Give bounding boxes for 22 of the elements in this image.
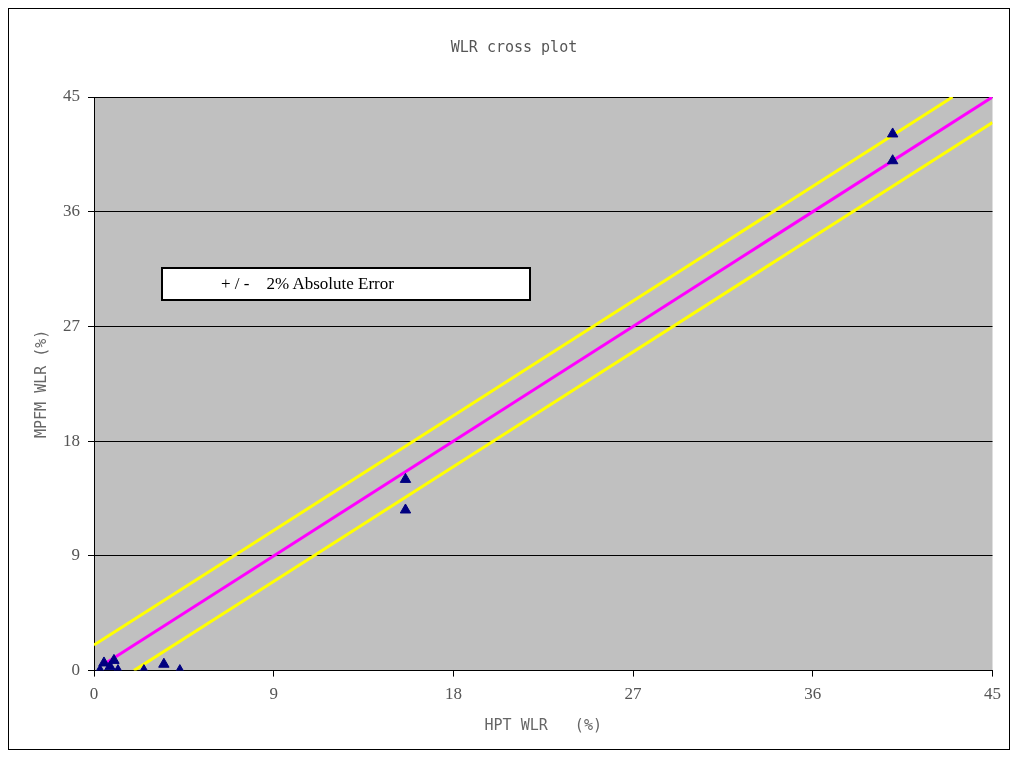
x-tick-label: 27: [624, 684, 643, 704]
y-tick-label: 36: [63, 201, 80, 221]
point: [886, 127, 899, 138]
y-tick-label: 18: [63, 430, 80, 450]
y-tick-label: 0: [71, 660, 80, 680]
y-tick-label: 27: [63, 315, 81, 335]
point: [886, 154, 899, 165]
point: [399, 503, 412, 514]
point: [399, 472, 412, 483]
x-axis-title: HPT WLR (%): [484, 715, 602, 734]
x-tick-label: 45: [984, 684, 1001, 704]
x-tick-label: 18: [444, 684, 462, 704]
point: [108, 653, 120, 664]
y-tick-label: 45: [63, 86, 80, 106]
y-tick-label: 9: [71, 545, 80, 565]
chart-title: WLR cross plot: [450, 37, 578, 56]
y-axis-title: MPFM WLR (%): [31, 329, 50, 438]
annotation: + / - 2% Absolute Error: [221, 274, 394, 294]
point: [158, 657, 170, 668]
x-tick-label: 36: [804, 684, 822, 704]
x-tick-label: 9: [269, 684, 278, 704]
x-tick-label: 0: [89, 684, 99, 704]
